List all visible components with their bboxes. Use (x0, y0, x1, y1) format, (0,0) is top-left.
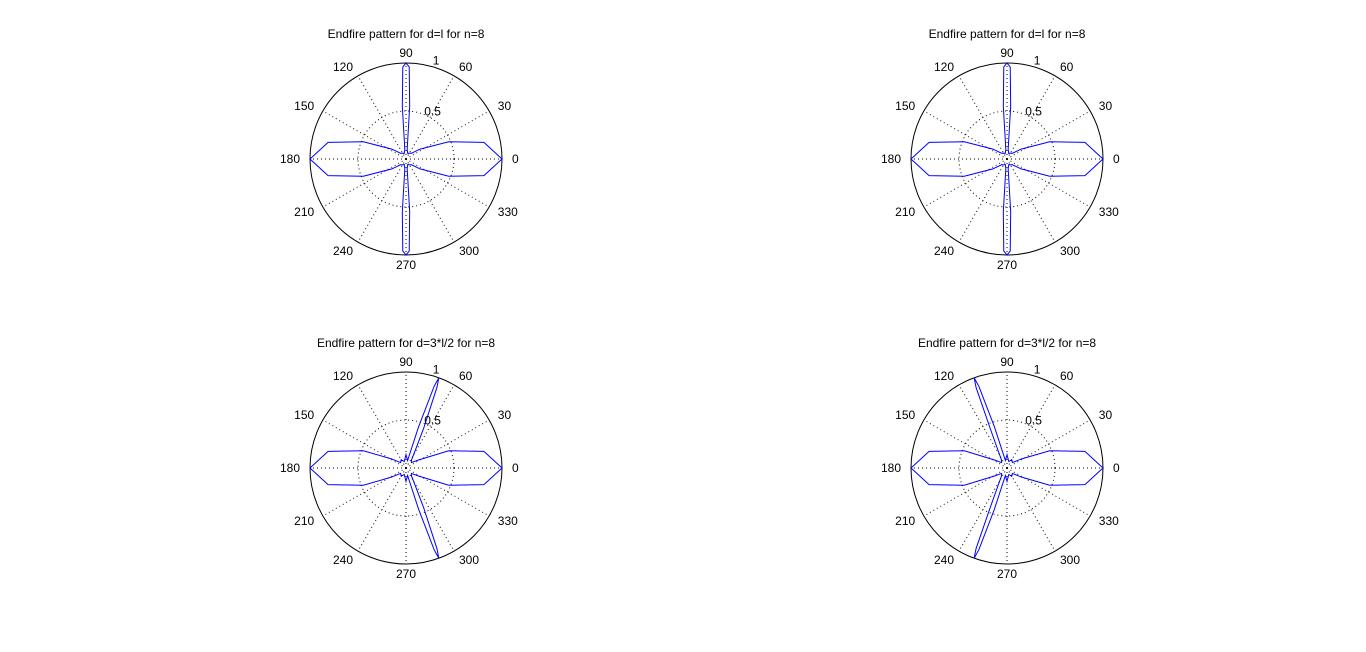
theta-tick-label: 0 (1113, 461, 1120, 475)
theta-tick-label: 150 (895, 99, 915, 113)
theta-tick-label: 120 (934, 60, 954, 74)
theta-tick-label: 60 (459, 369, 473, 383)
angular-grid-spoke (322, 419, 407, 469)
theta-tick-label: 330 (498, 514, 518, 528)
angular-grid-spoke (958, 75, 1008, 160)
theta-tick-label: 210 (895, 514, 915, 528)
theta-tick-label: 90 (399, 46, 413, 60)
theta-tick-label: 120 (333, 60, 353, 74)
radiation-pattern-curve (309, 62, 503, 256)
angular-grid-spoke (923, 158, 1008, 208)
theta-tick-label: 300 (459, 244, 479, 258)
angular-grid-spoke (1006, 384, 1056, 469)
theta-tick-label: 210 (294, 514, 314, 528)
theta-tick-label: 90 (1000, 46, 1014, 60)
angular-grid-spoke (357, 158, 407, 243)
theta-tick-label: 240 (934, 244, 954, 258)
theta-tick-label: 30 (498, 408, 512, 422)
r-tick-label: 0.5 (1025, 105, 1042, 119)
theta-tick-label: 30 (498, 99, 512, 113)
theta-tick-label: 330 (498, 205, 518, 219)
theta-tick-label: 240 (934, 553, 954, 567)
angular-grid-spoke (1006, 467, 1091, 517)
angular-grid-spoke (1006, 419, 1091, 469)
plot-title: Endfire pattern for d=l for n=8 (929, 27, 1086, 41)
theta-tick-label: 300 (1060, 244, 1080, 258)
polar-plot-2: Endfire pattern for d=l for n=8030609012… (881, 27, 1120, 272)
angular-grid-spoke (405, 110, 490, 160)
theta-tick-label: 150 (895, 408, 915, 422)
angular-grid-spoke (1006, 75, 1056, 160)
radiation-pattern-curve (910, 377, 1104, 559)
angular-grid-spoke (357, 75, 407, 160)
r-tick-label: 1 (433, 54, 440, 68)
theta-tick-label: 240 (333, 244, 353, 258)
theta-tick-label: 60 (1060, 369, 1074, 383)
r-tick-label: 1 (433, 363, 440, 377)
angular-grid-spoke (1006, 110, 1091, 160)
polar-plot-3: Endfire pattern for d=3*l/2 for n=8 0 30 60… (280, 336, 519, 581)
theta-tick-label: 120 (934, 369, 954, 383)
theta-tick-label: 180 (280, 461, 300, 475)
angular-grid-spoke (405, 75, 455, 160)
theta-tick-label: 270 (396, 258, 416, 272)
theta-tick-label: 90 (1000, 355, 1014, 369)
theta-tick-label: 90 (399, 355, 413, 369)
theta-tick-label: 180 (280, 152, 300, 166)
theta-tick-label: 300 (1060, 553, 1080, 567)
theta-tick-label: 60 (459, 60, 473, 74)
theta-tick-label: 270 (997, 567, 1017, 581)
theta-tick-label: 0 (512, 152, 519, 166)
angular-grid-spoke (923, 110, 1008, 160)
theta-tick-label: 0 (1113, 152, 1120, 166)
theta-tick-label: 30 (1099, 99, 1113, 113)
r-tick-label: 1 (1034, 363, 1041, 377)
theta-tick-label: 210 (294, 205, 314, 219)
angular-grid-spoke (322, 467, 407, 517)
angular-grid-spoke (1006, 158, 1056, 243)
theta-tick-label: 30 (1099, 408, 1113, 422)
polar-plot-4: Endfire pattern for d=3*l/2 for n=8 0 30 60… (881, 336, 1120, 581)
theta-tick-label: 120 (333, 369, 353, 383)
angular-grid-spoke (322, 110, 407, 160)
theta-tick-label: 300 (459, 553, 479, 567)
theta-tick-label: 60 (1060, 60, 1074, 74)
theta-tick-label: 0 (512, 461, 519, 475)
angular-grid-spoke (322, 158, 407, 208)
theta-tick-label: 150 (294, 99, 314, 113)
theta-tick-label: 330 (1099, 205, 1119, 219)
theta-tick-label: 270 (396, 567, 416, 581)
r-tick-label: 0.5 (424, 414, 441, 428)
theta-tick-label: 330 (1099, 514, 1119, 528)
theta-tick-label: 180 (881, 461, 901, 475)
plot-title: Endfire pattern for d=3*l/2 for n=8 (918, 336, 1096, 350)
radiation-pattern-curve (910, 62, 1104, 256)
angular-grid-spoke (1006, 158, 1091, 208)
r-tick-label: 0.5 (424, 105, 441, 119)
angular-grid-spoke (357, 467, 407, 552)
r-tick-label: 0.5 (1025, 414, 1042, 428)
plot-title: Endfire pattern for d=l for n=8 (328, 27, 485, 41)
angular-grid-spoke (405, 158, 455, 243)
angular-grid-spoke (405, 158, 490, 208)
theta-tick-label: 210 (895, 205, 915, 219)
theta-tick-label: 150 (294, 408, 314, 422)
polar-plot-1: Endfire pattern for d=l for n=8030609012… (280, 27, 519, 272)
theta-tick-label: 270 (997, 258, 1017, 272)
radiation-pattern-curve (309, 377, 503, 559)
theta-tick-label: 240 (333, 553, 353, 567)
plot-title: Endfire pattern for d=3*l/2 for n=8 (317, 336, 495, 350)
r-tick-label: 1 (1034, 54, 1041, 68)
angular-grid-spoke (958, 158, 1008, 243)
theta-tick-label: 180 (881, 152, 901, 166)
angular-grid-spoke (1006, 467, 1056, 552)
angular-grid-spoke (357, 384, 407, 469)
